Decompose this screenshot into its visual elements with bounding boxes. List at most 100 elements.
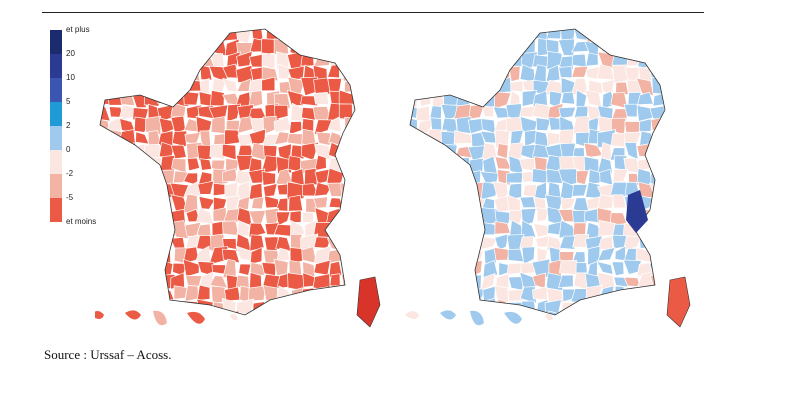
region-cell [100,77,110,95]
region-cell [410,196,422,213]
region-cell [105,199,125,213]
region-cell [157,91,175,104]
region-cell [418,210,431,226]
region-cell [234,29,252,30]
region-cell [651,155,665,173]
region-cell [480,222,497,236]
region-cell [120,258,136,277]
legend-swatch [50,54,62,78]
region-cell [545,64,561,82]
region-cell [454,39,471,56]
corsica-left [356,276,381,328]
region-cell [586,312,603,315]
region-cell [197,180,215,195]
region-cell [677,222,690,238]
region-cell [197,29,214,44]
region-cell [410,157,421,173]
region-cell [429,15,447,28]
region-cell [340,285,353,303]
region-cell [100,158,107,172]
region-cell [100,181,108,198]
region-cell [571,53,587,68]
region-cell [445,221,459,236]
region-cell [636,77,655,97]
region-cell [249,234,265,252]
region-cell [183,55,200,70]
region-cell [458,263,473,277]
region-cell [675,208,690,223]
region-cell [521,29,536,32]
region-cell [417,221,432,236]
region-cell [416,262,434,279]
region-cell [291,310,304,315]
region-cell [597,157,613,174]
region-cell [132,287,149,302]
region-cell [226,103,242,123]
region-cell [429,245,445,264]
region-cell [678,28,693,43]
region-cell [429,145,447,158]
region-cell [650,311,665,315]
map-left [95,28,383,328]
region-cell [264,222,280,236]
region-cell [428,79,447,96]
region-cell [131,272,148,291]
region-cell [131,64,148,83]
region-cell [614,285,626,301]
region-cell [135,171,148,185]
corsica-right [666,276,691,328]
region-cell [441,143,458,162]
region-cell [184,29,202,32]
region-cell [666,173,680,184]
region-cell [158,29,174,43]
region-cell [481,105,495,118]
region-cell [663,260,665,278]
map-right [405,15,693,329]
region-cell [314,181,333,197]
region-cell [352,171,355,186]
region-cell [481,118,496,134]
region-cell [457,194,469,214]
region-cell [288,299,301,315]
region-cell [356,197,368,209]
region-cell [416,155,431,174]
region-cell [183,181,202,198]
region-cell [635,29,651,45]
region-cell [107,247,124,265]
region-cell [238,263,252,276]
region-cell [368,181,383,199]
region-cell [339,37,355,56]
region-cell [558,66,573,79]
region-cell [442,286,459,300]
region-cell [104,285,121,304]
region-cell [410,29,419,43]
region-cell [313,92,330,105]
region-cell [493,246,510,261]
region-cell [497,298,509,315]
region-cell [261,171,276,186]
region-cell [546,310,565,315]
region-cell [442,273,460,290]
region-cell [144,248,161,265]
region-cell [441,39,457,56]
legend-tick-label: et plus [66,25,90,34]
region-cell [534,16,549,27]
region-cell [222,220,240,236]
region-cell [157,80,177,97]
region-cell [454,15,472,28]
region-cell [663,219,665,240]
region-cell [224,286,241,302]
region-cell [353,210,355,225]
region-cell [104,299,125,314]
top-rule [42,12,704,13]
region-cell [598,313,615,315]
region-cell [131,234,149,250]
region-cell [428,196,448,211]
region-cell [416,144,435,160]
region-cell [559,316,574,329]
region-cell [429,271,446,289]
region-cell [366,52,381,66]
region-cell [520,51,539,69]
region-cell [104,167,122,186]
region-cell [159,69,174,84]
